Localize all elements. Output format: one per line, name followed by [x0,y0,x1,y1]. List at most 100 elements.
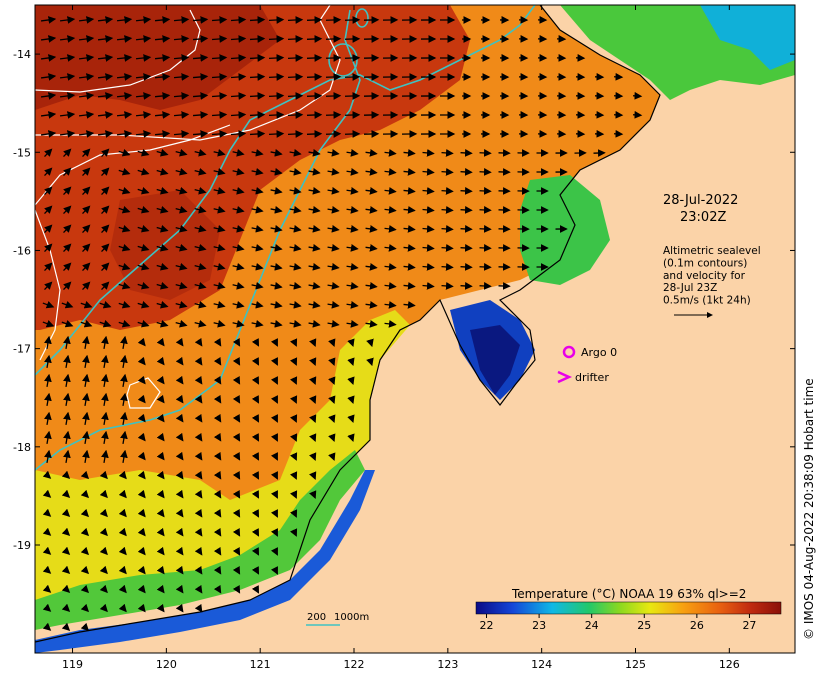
sealevel-contour-1 [35,9,201,93]
velocity-arrow [232,585,241,594]
velocity-arrow [346,262,359,271]
velocity-arrow [120,430,128,445]
velocity-arrow [101,335,109,350]
velocity-arrow [287,130,304,138]
velocity-arrow [422,244,435,252]
velocity-arrow [441,263,454,271]
velocity-arrow [384,301,397,309]
velocity-arrow [192,130,209,138]
velocity-arrow [309,395,317,404]
velocity-arrow [230,130,247,138]
lat-tick-label: -18 [13,441,31,454]
velocity-arrow [118,167,131,176]
velocity-arrow [82,411,90,426]
velocity-arrow [325,130,342,138]
velocity-arrow [287,35,304,43]
velocity-arrow [156,319,169,328]
velocity-arrow [479,149,492,157]
coastline [35,5,661,643]
lat-tick-label: -19 [13,539,31,552]
velocity-arrow [270,395,278,404]
velocity-arrow [289,243,302,252]
velocity-arrow [327,262,340,271]
velocity-arrow [422,149,435,157]
velocity-arrow [82,205,91,215]
velocity-arrow [251,395,260,404]
velocity-arrow [116,35,133,43]
velocity-arrow [175,186,188,195]
velocity-arrows [40,16,643,632]
velocity-arrow [232,566,241,575]
velocity-arrow [346,319,359,328]
velocity-arrow [347,395,355,405]
velocity-arrow [441,282,454,290]
velocity-arrow [327,205,340,214]
velocity-arrow [213,565,222,575]
velocity-arrow [270,452,278,461]
velocity-arrow [270,319,283,328]
velocity-arrow [325,73,342,81]
velocity-arrow [422,206,435,214]
velocity-arrow [441,225,454,233]
velocity-arrow [80,603,90,613]
velocity-arrow [97,111,114,119]
velocity-arrow [82,430,90,445]
velocity-arrow [118,319,131,328]
velocity-arrow [213,527,222,537]
velocity-arrow [460,263,473,271]
velocity-arrow [194,508,203,518]
velocity-arrow [175,337,184,347]
velocity-arrow [327,319,340,328]
velocity-arrow [99,300,112,309]
velocity-arrow [80,300,93,309]
velocity-arrow [78,16,95,24]
velocity-arrow [63,335,71,350]
velocity-arrow [116,16,133,24]
velocity-arrow [327,167,340,176]
velocity-arrow [251,509,260,518]
velocity-arrow [232,376,241,385]
velocity-arrow [422,225,435,233]
velocity-arrow [232,395,241,404]
sst-hot-darkred [35,5,280,110]
velocity-arrow [101,373,109,388]
velocity-arrow [270,566,278,575]
velocity-arrow [289,205,302,214]
velocity-arrow [346,186,359,195]
velocity-arrow [325,54,342,62]
isobath-1000-label: 1000m [334,612,369,623]
velocity-arrow [327,243,340,252]
velocity-arrow [175,394,184,404]
velocity-arrow [118,281,131,290]
velocity-arrow [80,565,90,575]
velocity-arrow [97,92,114,100]
velocity-arrow [78,130,95,138]
velocity-arrow [194,451,203,461]
velocity-arrow [289,414,298,423]
velocity-arrow [101,354,109,369]
velocity-arrow [116,130,133,138]
velocity-arrow [347,414,355,424]
velocity-arrow [82,186,91,196]
velocity-arrow [194,603,203,613]
velocity-arrow [80,584,90,594]
velocity-arrow [192,73,209,81]
velocity-arrow [137,224,150,233]
velocity-arrow [63,224,72,234]
velocity-arrow [63,430,71,445]
velocity-arrow [460,225,473,233]
velocity-arrow [194,432,203,442]
lon-tick-label: 121 [250,658,271,671]
velocity-arrow [175,413,184,423]
velocity-arrow [289,357,298,366]
velocity-arrow [328,433,336,443]
velocity-arrow [328,414,336,424]
velocity-arrow [366,338,374,348]
velocity-arrow [211,73,228,81]
velocity-arrow [135,16,152,24]
velocity-arrow [270,376,278,385]
velocity-arrow [156,394,165,404]
date-label: 28-Jul-2022 [663,193,738,208]
velocity-arrow [232,471,241,480]
velocity-arrow [289,509,298,518]
